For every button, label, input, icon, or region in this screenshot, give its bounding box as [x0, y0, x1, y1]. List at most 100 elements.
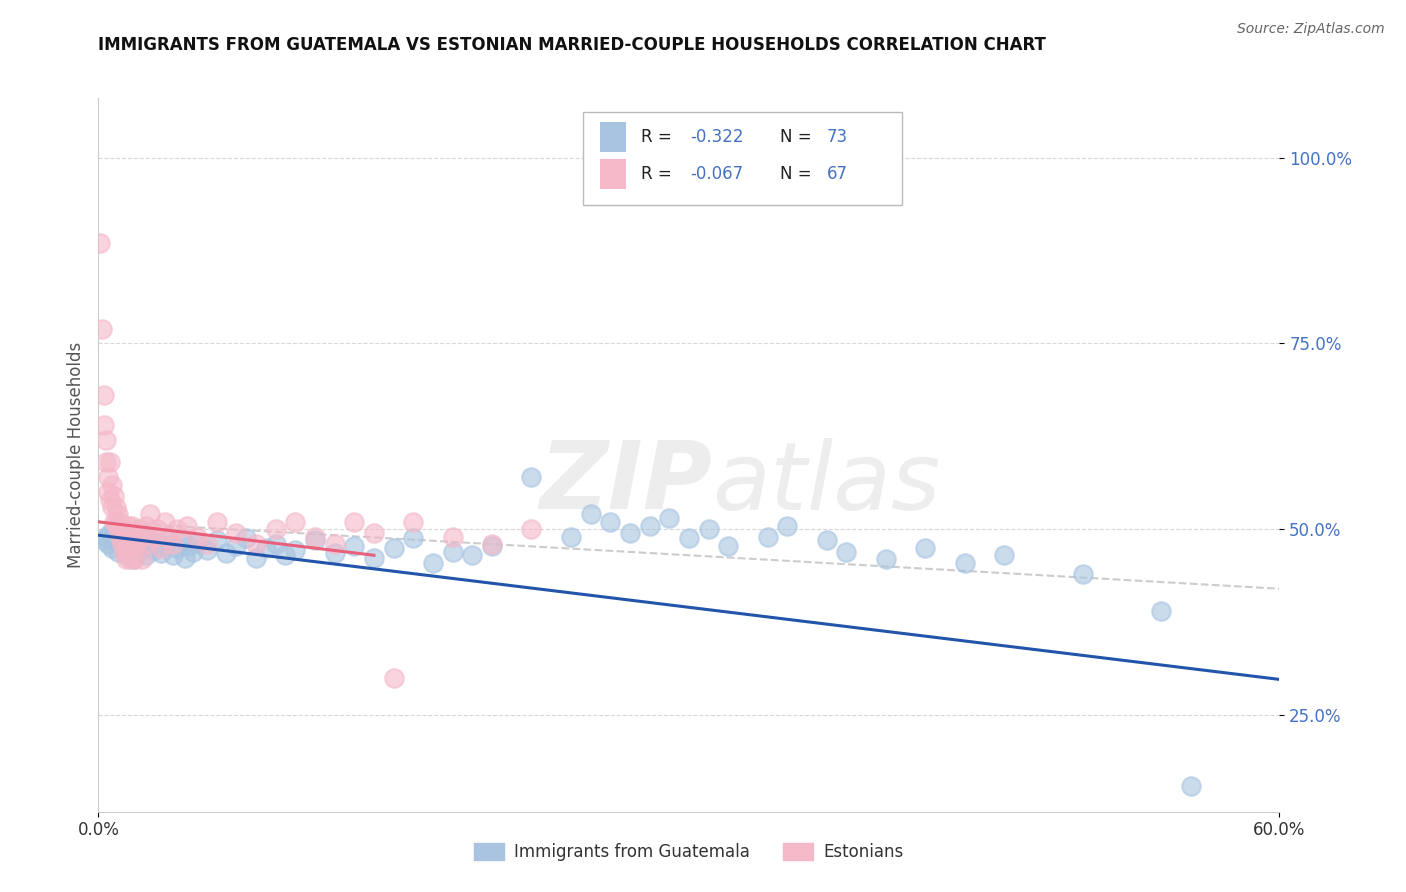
Point	[245, 550, 267, 565]
Point	[125, 537, 148, 551]
Text: ZIP: ZIP	[540, 437, 713, 530]
Point	[108, 515, 131, 529]
Point	[441, 544, 464, 558]
Point	[96, 433, 118, 447]
Point	[103, 522, 125, 536]
Point	[127, 546, 149, 560]
Point	[162, 537, 184, 551]
Point	[93, 418, 115, 433]
Point	[186, 535, 208, 549]
Point	[402, 531, 425, 545]
Point	[205, 515, 228, 529]
Point	[717, 539, 740, 553]
Point	[166, 541, 188, 555]
Point	[108, 530, 131, 544]
Point	[118, 552, 141, 566]
Text: R =: R =	[641, 128, 676, 146]
Point	[875, 552, 897, 566]
Point	[382, 671, 405, 685]
Point	[112, 530, 135, 544]
Point	[402, 515, 425, 529]
Point	[118, 543, 141, 558]
Point	[115, 537, 138, 551]
Point	[112, 526, 135, 541]
Point	[776, 518, 799, 533]
Point	[619, 526, 641, 541]
Point	[121, 535, 143, 549]
Point	[254, 541, 277, 555]
Point	[382, 541, 405, 555]
Point	[481, 537, 503, 551]
Point	[815, 533, 838, 548]
Point	[138, 531, 160, 545]
Point	[343, 515, 366, 529]
Point	[993, 548, 1015, 563]
Point	[756, 530, 779, 544]
Point	[215, 546, 238, 560]
Point	[131, 530, 153, 544]
Point	[284, 543, 307, 558]
Point	[107, 522, 129, 536]
Point	[122, 530, 145, 544]
Point	[117, 544, 139, 558]
Point	[135, 548, 157, 563]
Point	[225, 526, 247, 541]
Point	[96, 455, 118, 469]
Point	[101, 500, 124, 514]
Point	[127, 522, 149, 536]
Point	[155, 515, 177, 529]
Point	[461, 548, 484, 563]
Point	[284, 515, 307, 529]
Point	[1071, 566, 1094, 581]
Point	[96, 530, 118, 544]
Point	[98, 492, 121, 507]
Point	[150, 546, 173, 560]
Point	[166, 522, 188, 536]
Text: IMMIGRANTS FROM GUATEMALA VS ESTONIAN MARRIED-COUPLE HOUSEHOLDS CORRELATION CHAR: IMMIGRANTS FROM GUATEMALA VS ESTONIAN MA…	[98, 36, 1046, 54]
Point	[146, 535, 169, 549]
Point	[138, 508, 160, 522]
Point	[323, 546, 346, 560]
Text: 67: 67	[827, 166, 848, 184]
Point	[422, 556, 444, 570]
Point	[363, 550, 385, 565]
Point	[131, 539, 153, 553]
Point	[135, 537, 157, 551]
Y-axis label: Married-couple Households: Married-couple Households	[66, 342, 84, 568]
Legend: Immigrants from Guatemala, Estonians: Immigrants from Guatemala, Estonians	[468, 836, 910, 868]
Point	[105, 500, 128, 514]
Point	[121, 518, 143, 533]
Point	[245, 537, 267, 551]
Point	[195, 543, 218, 558]
Point	[205, 533, 228, 548]
Point	[235, 531, 257, 545]
Point	[115, 552, 138, 566]
Point	[579, 508, 602, 522]
Point	[1180, 779, 1202, 793]
Bar	[600, 122, 626, 153]
Point	[174, 550, 197, 565]
Point	[225, 539, 247, 553]
Point	[195, 537, 218, 551]
Point	[274, 548, 297, 563]
Point	[1150, 604, 1173, 618]
Point	[481, 539, 503, 553]
Point	[98, 526, 121, 541]
Point	[89, 236, 111, 251]
Point	[304, 530, 326, 544]
Point	[101, 477, 124, 491]
Point	[103, 515, 125, 529]
Point	[103, 489, 125, 503]
Point	[135, 518, 157, 533]
Point	[122, 552, 145, 566]
Point	[678, 531, 700, 545]
Point	[131, 552, 153, 566]
Point	[441, 530, 464, 544]
Point	[155, 539, 177, 553]
Point	[97, 537, 120, 551]
Point	[697, 522, 720, 536]
Point	[122, 552, 145, 566]
Point	[97, 470, 120, 484]
Point	[108, 530, 131, 544]
Point	[150, 541, 173, 555]
